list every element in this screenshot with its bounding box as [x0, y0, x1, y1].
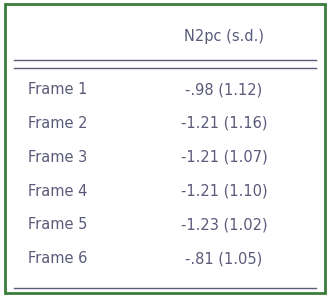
- Text: -1.23 (1.02): -1.23 (1.02): [181, 217, 267, 233]
- Text: N2pc (s.d.): N2pc (s.d.): [184, 29, 264, 44]
- Text: Frame 5: Frame 5: [28, 217, 87, 233]
- Text: -.81 (1.05): -.81 (1.05): [185, 251, 263, 266]
- Text: -1.21 (1.16): -1.21 (1.16): [181, 116, 267, 131]
- Text: Frame 2: Frame 2: [28, 116, 87, 131]
- Text: Frame 3: Frame 3: [28, 150, 87, 165]
- Text: -1.21 (1.10): -1.21 (1.10): [181, 184, 267, 199]
- Text: -.98 (1.12): -.98 (1.12): [185, 82, 263, 97]
- Text: -1.21 (1.07): -1.21 (1.07): [181, 150, 267, 165]
- Text: Frame 4: Frame 4: [28, 184, 87, 199]
- Text: Frame 1: Frame 1: [28, 82, 87, 97]
- FancyBboxPatch shape: [5, 4, 325, 293]
- Text: Frame 6: Frame 6: [28, 251, 87, 266]
